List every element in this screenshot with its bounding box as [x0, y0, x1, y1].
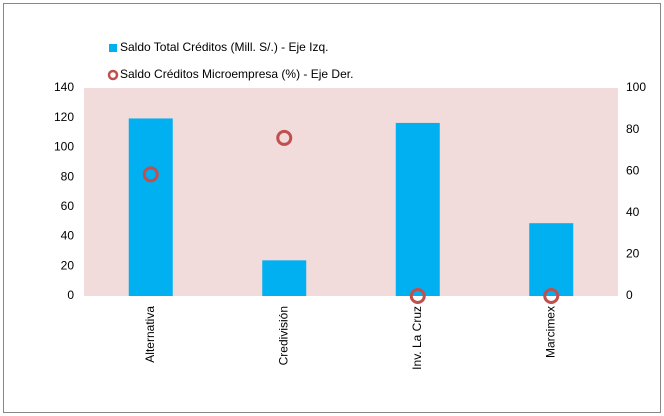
- x-tick-label: Alternativa: [143, 306, 157, 363]
- y-tick-label: 100: [54, 140, 74, 154]
- y-tick-label: 20: [61, 258, 75, 272]
- y2-tick-label: 20: [626, 247, 640, 261]
- bar: [262, 260, 307, 296]
- y-tick-label: 60: [61, 199, 75, 213]
- bar: [128, 118, 173, 296]
- y2-tick-label: 100: [626, 80, 646, 94]
- marker: [409, 288, 426, 304]
- y2-tick-label: 40: [626, 205, 640, 219]
- marker: [543, 288, 560, 304]
- legend-swatch: [107, 69, 119, 81]
- y-tick-label: 80: [61, 169, 75, 183]
- marker: [276, 129, 293, 146]
- legend-swatch: [109, 44, 117, 52]
- y2-tick-label: 80: [626, 122, 640, 136]
- bar: [529, 223, 574, 296]
- y-tick-label: 120: [54, 110, 74, 124]
- y-tick-label: 40: [61, 229, 75, 243]
- y-tick-label: 140: [54, 80, 74, 94]
- y-tick-label: 0: [67, 288, 74, 302]
- y2-tick-label: 60: [626, 163, 640, 177]
- x-tick-label: Credivisión: [276, 306, 290, 365]
- marker: [142, 166, 159, 183]
- plot-area: [84, 88, 618, 296]
- legend-label: Saldo Créditos Microempresa (%) - Eje De…: [120, 67, 353, 81]
- legend-label: Saldo Total Créditos (Mill. S/.) - Eje I…: [120, 40, 329, 54]
- x-tick-label: Inv. La Cruz: [410, 306, 424, 370]
- y2-tick-label: 0: [626, 288, 633, 302]
- x-tick-label: Marcimex: [543, 306, 557, 358]
- bar: [395, 122, 440, 297]
